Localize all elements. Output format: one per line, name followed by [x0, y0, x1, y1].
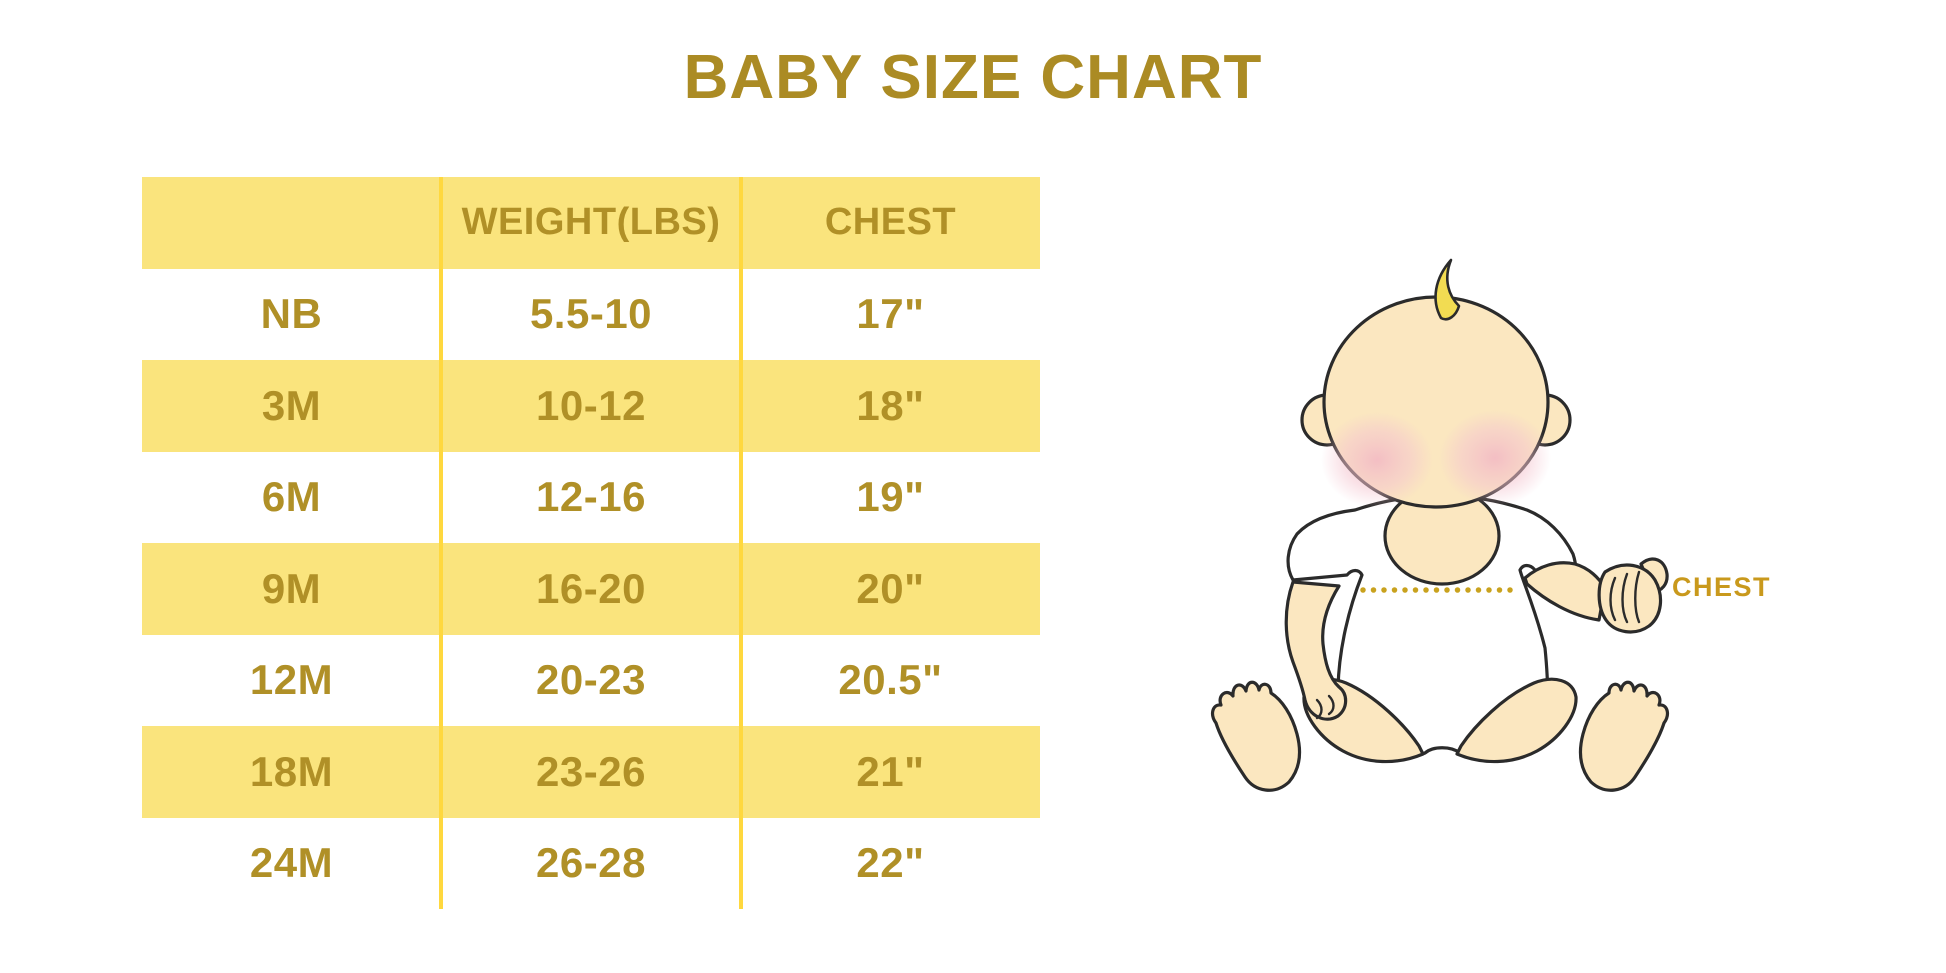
weight-cell: 26-28	[536, 839, 646, 887]
baby-arm-left	[1284, 580, 1348, 721]
weight-cell: 12-16	[536, 473, 646, 521]
baby-illustration	[1210, 258, 1670, 792]
size-cell: NB	[260, 290, 323, 338]
header-chest: CHEST	[824, 201, 957, 244]
header-size	[142, 177, 441, 269]
table-row: NB 5.5-10 17"	[142, 269, 1040, 361]
table-row: 3M 10-12 18"	[142, 360, 1040, 452]
baby-fist-fingers	[1609, 570, 1641, 624]
baby-cheek-left	[1321, 412, 1433, 508]
page-title: BABY SIZE CHART	[683, 43, 1263, 112]
baby-arm-right	[1523, 561, 1607, 622]
table-row: 6M 12-16 19"	[142, 452, 1040, 544]
table-row: 18M 23-26 21"	[142, 726, 1040, 818]
size-cell: 3M	[261, 381, 322, 429]
weight-cell: 10-12	[536, 381, 646, 429]
size-cell: 12M	[249, 656, 334, 704]
size-cell: 18M	[249, 747, 334, 795]
chest-cell: 20"	[856, 564, 925, 612]
weight-cell: 23-26	[536, 747, 646, 795]
chest-label: CHEST	[1672, 572, 1772, 602]
chest-cell: 17"	[856, 290, 925, 338]
column-divider	[739, 177, 743, 909]
size-cell: 24M	[249, 839, 334, 887]
baby-hand-left-fingers	[1315, 694, 1335, 720]
size-table: WEIGHT(LBS) CHEST NB 5.5-10 17" 3M 10-12…	[142, 177, 1040, 909]
baby-fist-right	[1597, 563, 1663, 634]
size-cell: 6M	[261, 473, 322, 521]
chest-cell: 19"	[856, 473, 925, 521]
baby-foot-left	[1210, 680, 1302, 792]
chest-cell: 18"	[856, 381, 925, 429]
header-weight: WEIGHT(LBS)	[461, 201, 721, 244]
weight-cell: 5.5-10	[529, 290, 653, 338]
size-cell: 9M	[261, 564, 322, 612]
weight-cell: 20-23	[536, 656, 646, 704]
column-divider	[439, 177, 443, 909]
baby-cheek-right	[1439, 410, 1551, 506]
table-row: 9M 16-20 20"	[142, 543, 1040, 635]
baby-foot-right	[1578, 680, 1670, 792]
table-row: 12M 20-23 20.5"	[142, 635, 1040, 727]
chest-cell: 20.5"	[838, 656, 943, 704]
table-header-row: WEIGHT(LBS) CHEST	[142, 177, 1040, 269]
table-row: 24M 26-28 22"	[142, 818, 1040, 910]
weight-cell: 16-20	[536, 564, 646, 612]
chest-cell: 21"	[856, 747, 925, 795]
baby-leg-right	[1455, 677, 1578, 764]
baby-hair-curl	[1434, 258, 1461, 321]
chest-cell: 22"	[856, 839, 925, 887]
